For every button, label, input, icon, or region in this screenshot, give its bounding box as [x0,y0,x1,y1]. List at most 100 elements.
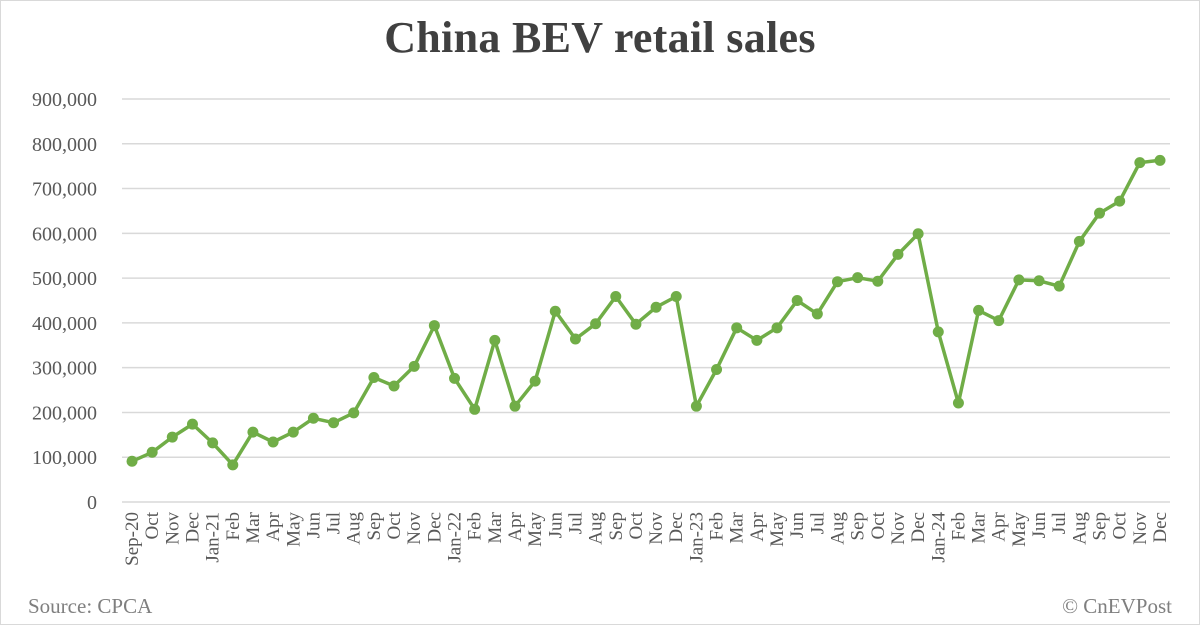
data-point-marker [670,290,682,302]
x-tick-label: Mar [727,511,748,543]
x-tick-label: Oct [1110,511,1131,539]
data-point-marker [368,372,380,384]
x-tick-label: Sep [606,512,627,541]
x-tick-label: Oct [626,511,647,539]
x-tick-label: Jun [787,512,808,539]
chart-title: China BEV retail sales [384,13,816,62]
x-tick-label: Jul [807,512,828,534]
data-point-marker [267,436,279,448]
y-tick-label: 900,000 [32,89,97,111]
x-tick-label: Feb [223,512,244,541]
x-tick-label: Mar [969,511,990,543]
y-tick-label: 400,000 [32,313,97,335]
x-tick-label: Aug [827,512,848,545]
y-tick-label: 300,000 [32,358,97,380]
y-tick-label: 200,000 [32,402,97,424]
y-tick-label: 500,000 [32,268,97,290]
x-tick-label: Dec [424,512,445,543]
data-point-marker [1094,207,1106,219]
x-tick-label: Jan-21 [203,512,224,563]
data-point-marker [590,318,602,330]
data-point-marker [348,407,360,419]
x-tick-label: Jun [303,512,324,539]
data-point-marker [166,431,178,443]
data-point-marker [771,322,783,334]
x-tick-label: May [525,512,546,547]
x-tick-label: Oct [868,511,889,539]
y-tick-label: 700,000 [32,179,97,201]
y-tick-label: 100,000 [32,447,97,469]
data-series [126,154,1166,471]
x-tick-label: Apr [747,511,768,541]
x-tick-label: Feb [948,512,969,541]
data-point-marker [1114,195,1126,207]
y-gridlines [122,98,1170,503]
data-point-marker [811,308,823,320]
data-point-marker [1154,154,1166,166]
data-point-marker [328,417,340,429]
data-point-marker [852,272,864,284]
data-point-marker [993,315,1005,327]
x-tick-label: Aug [1069,512,1090,545]
data-point-marker [449,372,461,384]
data-point-marker [126,455,138,467]
x-tick-label: Nov [404,512,425,545]
data-point-marker [1134,157,1146,169]
x-tick-label: Apr [505,511,526,541]
data-point-marker [630,318,642,330]
x-axis-ticks: Sep-20 Oct Nov Dec Jan-21 Feb Mar Apr May Jun Jul A… [122,511,1171,566]
data-point-marker [227,459,239,471]
data-point-marker [186,418,198,430]
x-tick-label: May [1009,512,1030,547]
x-tick-label: Nov [888,512,909,545]
data-point-marker [912,228,924,240]
x-tick-label: Jul [324,512,345,534]
data-point-marker [247,426,259,438]
data-point-marker [307,412,319,424]
x-tick-label: Dec [182,512,203,543]
data-point-marker [731,322,743,334]
x-tick-label: Jan-24 [928,512,949,563]
x-tick-label: Oct [384,511,405,539]
data-point-marker [751,334,763,346]
x-tick-label: Dec [666,512,687,543]
y-tick-label: 800,000 [32,134,97,156]
x-tick-label: Sep [364,512,385,541]
x-tick-label: Jul [565,512,586,534]
data-point-marker [892,248,904,260]
x-tick-label: Sep-20 [122,512,143,566]
data-point-marker [831,276,843,288]
x-tick-label: Jan-22 [445,512,466,563]
data-point-marker [549,305,561,317]
data-point-marker [1013,274,1025,286]
data-point-marker [650,301,662,313]
data-point-marker [791,295,803,306]
y-axis-ticks: 0 100,000 200,000 300,000 400,000 500,000 600,… [32,89,97,514]
data-point-marker [872,275,884,287]
x-tick-label: Jul [1049,512,1070,534]
data-point-marker [489,334,501,346]
data-point-marker [932,326,944,338]
x-tick-label: May [767,512,788,547]
data-point-marker [529,375,541,387]
x-tick-label: Aug [344,512,365,545]
data-point-marker [146,446,158,458]
data-point-marker [469,403,481,415]
data-point-marker [1073,235,1085,247]
source-note: Source: CPCA [28,594,153,618]
data-point-marker [287,426,299,438]
series-line [131,158,1161,467]
data-point-marker [711,363,723,375]
data-point-marker [388,380,400,392]
x-tick-label: Apr [989,511,1010,541]
y-tick-label: 600,000 [32,223,97,245]
data-point-marker [1053,280,1065,292]
x-tick-label: Mar [243,511,264,543]
x-tick-label: Aug [586,512,607,545]
x-tick-label: Feb [707,512,728,541]
copyright-note: © CnEVPost [1062,594,1172,618]
x-tick-label: Dec [908,512,929,543]
data-point-marker [690,400,702,412]
x-tick-label: Feb [465,512,486,541]
